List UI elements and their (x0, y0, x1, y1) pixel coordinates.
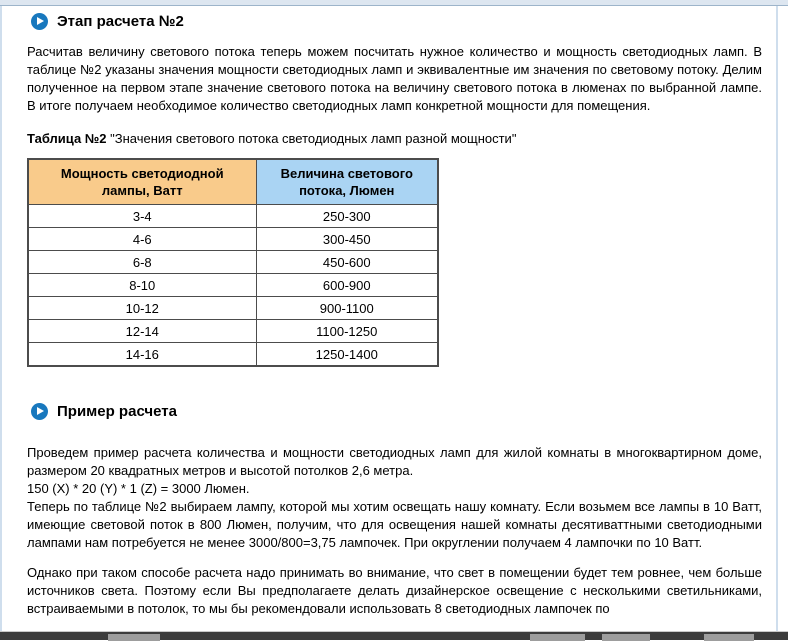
play-icon (31, 403, 48, 420)
stage2-paragraph: Расчитав величину светового потока тепер… (27, 44, 762, 113)
section-heading-stage2: Этап расчета №2 (31, 13, 764, 30)
table-caption: Таблица №2 "Значения светового потока св… (27, 130, 764, 147)
table-caption-label: Таблица №2 (27, 131, 107, 146)
closing-paragraph: Однако при таком способе расчета надо пр… (27, 565, 762, 616)
section-heading-example: Пример расчета (31, 403, 764, 420)
table-header-row: Мощность светодиодной лампы, Ватт Величи… (27, 158, 439, 205)
lamp-power-table: Мощность светодиодной лампы, Ватт Величи… (27, 158, 439, 367)
table-row: 8-10 600-900 (27, 273, 439, 297)
play-icon (31, 13, 48, 30)
table-header-watt: Мощность светодиодной лампы, Ватт (27, 158, 257, 205)
table-row: 6-8 450-600 (27, 250, 439, 274)
cutoff-segment (108, 634, 160, 641)
left-frame-border (0, 6, 2, 640)
table-cell: 6-8 (27, 250, 257, 274)
cutoff-segment (530, 634, 585, 641)
example-explanation: Теперь по таблице №2 выбираем лампу, кот… (27, 499, 762, 550)
table-cell: 4-6 (27, 227, 257, 251)
table-cell: 14-16 (27, 342, 257, 367)
section-heading-example-text: Пример расчета (57, 403, 177, 420)
example-paragraph: Проведем пример расчета количества и мощ… (27, 444, 762, 552)
table-cell: 3-4 (27, 204, 257, 228)
cutoff-bottom-element (0, 631, 788, 641)
cutoff-segment (704, 634, 754, 641)
lamp-table-body: 3-4 250-300 4-6 300-450 6-8 450-600 8-10 600-90… (27, 204, 439, 367)
table-row: 10-12 900-1100 (27, 296, 439, 320)
table-cell: 1100-1250 (255, 319, 439, 343)
table-row: 3-4 250-300 (27, 204, 439, 228)
article: Этап расчета №2 Расчитав величину светов… (2, 6, 776, 618)
section-heading-stage2-text: Этап расчета №2 (57, 13, 184, 30)
table-row: 14-16 1250-1400 (27, 342, 439, 367)
table-cell: 8-10 (27, 273, 257, 297)
table-cell: 450-600 (255, 250, 439, 274)
table-row: 4-6 300-450 (27, 227, 439, 251)
table-row: 12-14 1100-1250 (27, 319, 439, 343)
table-header-lumen: Величина светового потока, Люмен (255, 158, 439, 205)
example-intro: Проведем пример расчета количества и мощ… (27, 445, 762, 478)
cutoff-segment (602, 634, 650, 641)
table-cell: 12-14 (27, 319, 257, 343)
table-cell: 10-12 (27, 296, 257, 320)
right-frame-border (776, 6, 778, 640)
table-cell: 900-1100 (255, 296, 439, 320)
table-cell: 250-300 (255, 204, 439, 228)
table-caption-text: "Значения светового потока светодиодных … (106, 131, 517, 146)
top-frame-band (0, 0, 788, 6)
table-cell: 300-450 (255, 227, 439, 251)
table-cell: 1250-1400 (255, 342, 439, 367)
table-cell: 600-900 (255, 273, 439, 297)
example-formula: 150 (X) * 20 (Y) * 1 (Z) = 3000 Люмен. (27, 481, 250, 496)
